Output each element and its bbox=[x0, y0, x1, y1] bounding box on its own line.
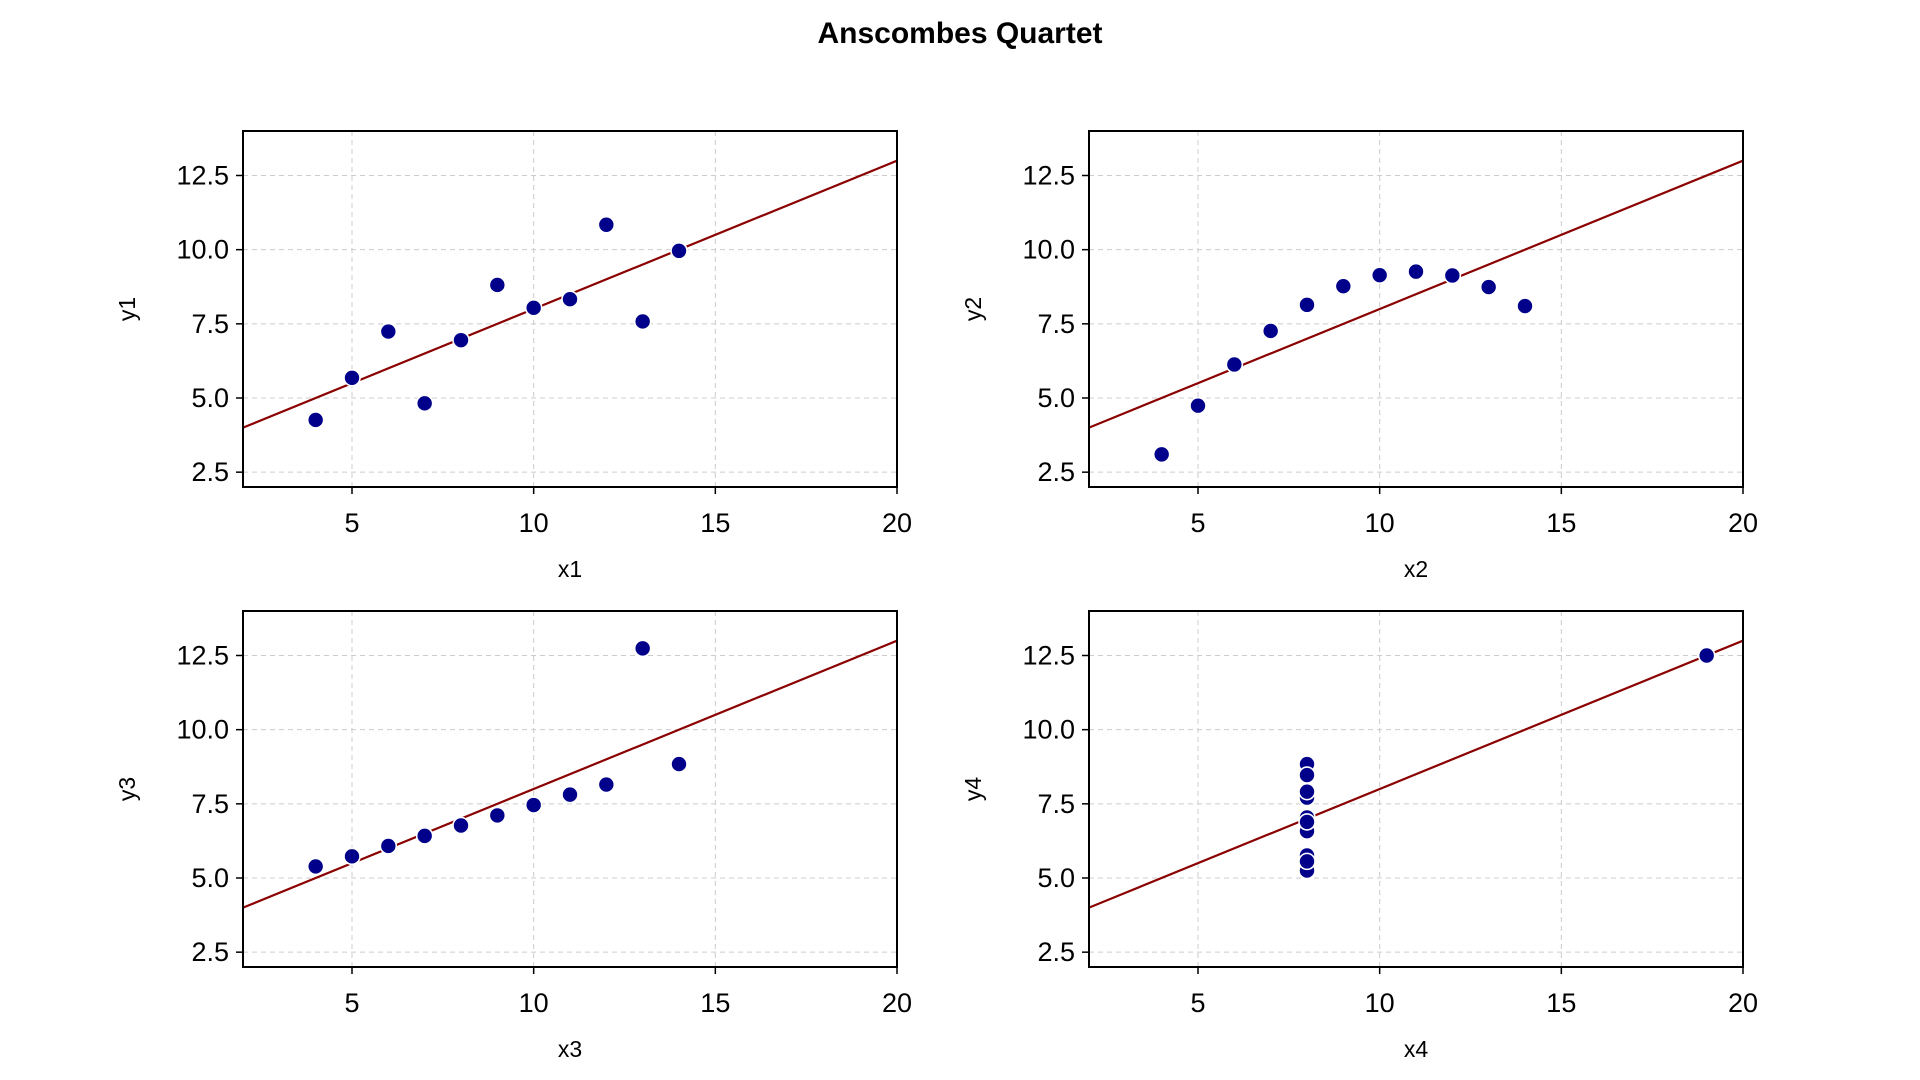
panel-3-xtick-label-3: 20 bbox=[882, 988, 912, 1018]
panel-1-point-7 bbox=[306, 411, 325, 429]
panel-2-frame bbox=[1088, 130, 1744, 488]
panel-1-point-0 bbox=[524, 299, 543, 317]
panel-3-ytick-label-1: 5.0 bbox=[191, 863, 229, 893]
panel-1-ytick-label-2: 7.5 bbox=[191, 309, 229, 339]
panel-4-point-4 bbox=[1298, 766, 1316, 784]
panel-2-xtick-label-1: 10 bbox=[1365, 508, 1395, 538]
panel-2-point-8 bbox=[1443, 266, 1462, 285]
panel-1-point-10 bbox=[343, 369, 361, 387]
panel-3-xtick-label-2: 15 bbox=[700, 988, 730, 1018]
panel-1-ytick-label-1: 5.0 bbox=[191, 383, 229, 413]
panel-2-xtick-label-0: 5 bbox=[1190, 508, 1205, 538]
panel-4-xtick-label-2: 15 bbox=[1546, 988, 1576, 1018]
panel-2-point-10 bbox=[1189, 396, 1207, 415]
panel-1-point-1 bbox=[452, 331, 470, 349]
panel-4-point-9 bbox=[1298, 782, 1316, 801]
panel-3-ytick-label-4: 12.5 bbox=[176, 641, 229, 671]
panel-4-ytick-label-1: 5.0 bbox=[1037, 863, 1075, 893]
panel-2: 5 10 15 20 2.5 5.0 7.5 10.0 12.5 x2 y2 bbox=[960, 130, 1758, 582]
panel-2-ytick-label-1: 5.0 bbox=[1037, 383, 1075, 413]
panel-1-ylabel: y1 bbox=[114, 297, 140, 321]
panel-2-point-1 bbox=[1298, 296, 1316, 314]
panel-4-ytick-label-2: 7.5 bbox=[1037, 789, 1075, 819]
panel-2-point-5 bbox=[1516, 297, 1534, 315]
panel-3-frame bbox=[242, 610, 898, 968]
panel-2-fit-line bbox=[1089, 159, 1743, 429]
panel-2-ytick-label-4: 12.5 bbox=[1022, 161, 1075, 191]
panel-2-ytick-label-2: 7.5 bbox=[1037, 309, 1075, 339]
panel-1-ytick-label-4: 12.5 bbox=[176, 161, 229, 191]
panel-2-point-2 bbox=[1479, 278, 1498, 296]
panel-4-ylabel: y4 bbox=[960, 777, 986, 802]
panel-2-point-9 bbox=[1261, 322, 1280, 340]
panel-2-point-4 bbox=[1407, 262, 1425, 281]
panel-1: 5 10 15 20 2.5 5.0 7.5 10.0 12.5 x1 y1 bbox=[114, 130, 912, 582]
panel-1-point-8 bbox=[597, 215, 616, 234]
panel-3-xlabel: x3 bbox=[558, 1036, 582, 1062]
panel-4-point-7 bbox=[1697, 646, 1716, 665]
panel-2-point-6 bbox=[1225, 355, 1244, 374]
panel-3-point-4 bbox=[561, 785, 579, 804]
panel-2-xtick-label-2: 15 bbox=[1546, 508, 1576, 538]
panel-3-point-5 bbox=[670, 755, 688, 773]
panel-4-xlabel: x4 bbox=[1404, 1036, 1429, 1062]
panel-1-xlabel: x1 bbox=[558, 556, 582, 582]
panel-1-xtick-label-3: 20 bbox=[882, 508, 912, 538]
panel-2-xlabel: x2 bbox=[1404, 556, 1428, 582]
panel-3-ytick-label-0: 2.5 bbox=[191, 937, 229, 967]
figure-title: Anscombes Quartet bbox=[817, 17, 1103, 50]
panel-4-point-10 bbox=[1298, 813, 1316, 831]
panel-3-point-0 bbox=[524, 796, 543, 814]
panel-1-xtick-label-1: 10 bbox=[519, 508, 549, 538]
panel-1-frame bbox=[242, 130, 898, 488]
panel-2-ytick-label-0: 2.5 bbox=[1037, 457, 1075, 487]
panel-3-xtick-label-0: 5 bbox=[344, 988, 359, 1018]
panel-3: 5 10 15 20 2.5 5.0 7.5 10.0 12.5 x3 y3 bbox=[114, 610, 912, 1062]
panel-4-xtick-label-3: 20 bbox=[1728, 988, 1758, 1018]
panel-1-ytick-label-0: 2.5 bbox=[191, 457, 229, 487]
panel-1-point-5 bbox=[670, 242, 688, 260]
panel-3-xtick-label-1: 10 bbox=[519, 988, 549, 1018]
panel-3-ytick-label-3: 10.0 bbox=[176, 715, 229, 745]
panel-4-xtick-label-1: 10 bbox=[1365, 988, 1395, 1018]
panel-1-point-6 bbox=[379, 322, 398, 341]
panel-1-point-9 bbox=[415, 394, 434, 413]
panel-3-ylabel: y3 bbox=[114, 777, 140, 801]
panel-2-point-3 bbox=[1334, 277, 1353, 295]
panel-3-point-3 bbox=[488, 806, 507, 825]
panel-2-point-7 bbox=[1152, 445, 1171, 464]
panel-1-point-3 bbox=[488, 276, 507, 294]
panel-3-point-6 bbox=[379, 837, 398, 855]
panel-3-point-10 bbox=[343, 847, 361, 866]
panel-3-fit-line bbox=[243, 639, 897, 909]
panel-3-point-7 bbox=[306, 857, 325, 876]
panel-1-xtick-label-0: 5 bbox=[344, 508, 359, 538]
panel-1-point-4 bbox=[561, 290, 579, 309]
panel-2-ylabel: y2 bbox=[960, 297, 986, 321]
panel-3-point-8 bbox=[597, 775, 616, 794]
panel-4-point-8 bbox=[1298, 852, 1316, 871]
panel-4-frame bbox=[1088, 610, 1744, 968]
panel-2-ytick-label-3: 10.0 bbox=[1022, 235, 1075, 265]
panel-1-xtick-label-2: 15 bbox=[700, 508, 730, 538]
panel-3-point-9 bbox=[415, 827, 434, 845]
panel-4-ytick-label-4: 12.5 bbox=[1022, 641, 1075, 671]
panel-1-point-2 bbox=[633, 312, 652, 331]
panel-4-ytick-label-3: 10.0 bbox=[1022, 715, 1075, 745]
panel-2-xtick-label-3: 20 bbox=[1728, 508, 1758, 538]
panel-4-ytick-label-0: 2.5 bbox=[1037, 937, 1075, 967]
panel-3-ytick-label-2: 7.5 bbox=[191, 789, 229, 819]
panel-2-point-0 bbox=[1370, 266, 1389, 284]
panel-4: 5 10 15 20 2.5 5.0 7.5 10.0 12.5 x4 y4 bbox=[960, 610, 1758, 1062]
panel-1-ytick-label-3: 10.0 bbox=[176, 235, 229, 265]
panel-4-xtick-label-0: 5 bbox=[1190, 988, 1205, 1018]
panel-3-point-2 bbox=[633, 639, 652, 658]
panel-4-fit-line bbox=[1089, 639, 1743, 909]
panel-3-point-1 bbox=[452, 816, 470, 835]
